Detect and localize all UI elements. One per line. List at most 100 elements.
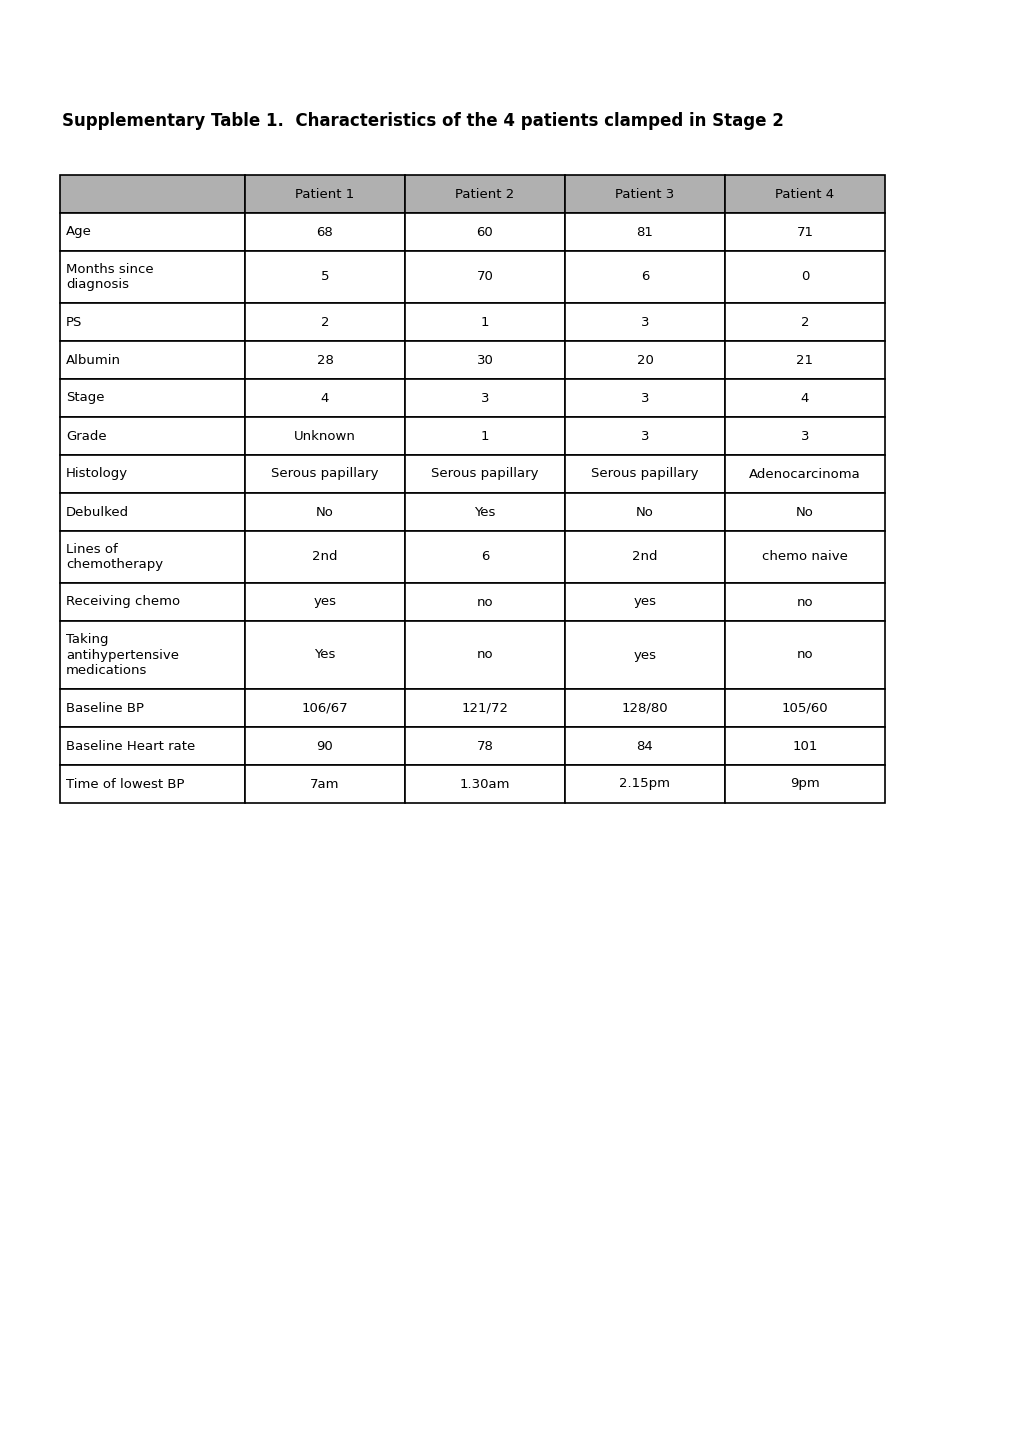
Bar (405, 212, 565, 251)
Text: 4: 4 (321, 392, 329, 405)
Text: 60: 60 (476, 225, 493, 238)
Text: 3: 3 (480, 392, 489, 405)
Text: 101: 101 (792, 740, 817, 753)
Text: 6: 6 (480, 551, 489, 564)
Text: 2.15pm: 2.15pm (619, 777, 669, 790)
Text: Debulked: Debulked (66, 506, 129, 519)
Bar (60, 251, 245, 303)
Text: No: No (316, 506, 333, 519)
Bar (405, 303, 565, 341)
Bar (725, 689, 884, 727)
Text: Histology: Histology (66, 468, 128, 481)
Bar (725, 455, 884, 493)
Bar (60, 582, 245, 621)
Bar (565, 689, 725, 727)
Bar (725, 493, 884, 530)
Bar (245, 251, 405, 303)
Text: 0: 0 (800, 270, 808, 283)
Bar (405, 175, 565, 212)
Bar (405, 341, 565, 379)
Bar (725, 303, 884, 341)
Bar (565, 379, 725, 418)
Text: 3: 3 (640, 392, 649, 405)
Text: No: No (636, 506, 653, 519)
Bar (725, 727, 884, 764)
Bar (60, 175, 245, 212)
Bar (405, 455, 565, 493)
Text: 20: 20 (636, 354, 653, 367)
Bar (60, 341, 245, 379)
Text: 28: 28 (316, 354, 333, 367)
Bar (405, 379, 565, 418)
Bar (60, 764, 245, 803)
Text: 2: 2 (800, 315, 808, 328)
Bar (245, 689, 405, 727)
Text: Unknown: Unknown (293, 429, 356, 442)
Text: 1.30am: 1.30am (460, 777, 510, 790)
Text: Patient 2: Patient 2 (454, 188, 515, 201)
Bar (565, 175, 725, 212)
Text: 84: 84 (636, 740, 653, 753)
Bar (60, 212, 245, 251)
Bar (725, 251, 884, 303)
Bar (565, 251, 725, 303)
Text: Serous papillary: Serous papillary (591, 468, 698, 481)
Text: yes: yes (633, 595, 656, 608)
Text: Supplementary Table 1.  Characteristics of the 4 patients clamped in Stage 2: Supplementary Table 1. Characteristics o… (62, 113, 784, 130)
Text: Adenocarcinoma: Adenocarcinoma (748, 468, 860, 481)
Bar (565, 530, 725, 582)
Bar (60, 303, 245, 341)
Text: 30: 30 (476, 354, 493, 367)
Bar (725, 418, 884, 455)
Bar (405, 727, 565, 764)
Text: chemo naive: chemo naive (761, 551, 847, 564)
Text: 3: 3 (800, 429, 808, 442)
Text: Receiving chemo: Receiving chemo (66, 595, 180, 608)
Text: 4: 4 (800, 392, 808, 405)
Bar (405, 530, 565, 582)
Text: 68: 68 (316, 225, 333, 238)
Text: 121/72: 121/72 (461, 701, 508, 714)
Text: no: no (476, 649, 493, 662)
Bar (60, 621, 245, 689)
Bar (60, 493, 245, 530)
Bar (565, 455, 725, 493)
Text: Time of lowest BP: Time of lowest BP (66, 777, 184, 790)
Text: 71: 71 (796, 225, 813, 238)
Bar (565, 582, 725, 621)
Bar (245, 212, 405, 251)
Text: 2nd: 2nd (312, 551, 337, 564)
Text: Albumin: Albumin (66, 354, 121, 367)
Bar (725, 621, 884, 689)
Text: yes: yes (313, 595, 336, 608)
Bar (565, 303, 725, 341)
Text: Baseline BP: Baseline BP (66, 701, 144, 714)
Bar (405, 418, 565, 455)
Text: no: no (796, 649, 812, 662)
Bar (60, 689, 245, 727)
Text: no: no (476, 595, 493, 608)
Bar (245, 764, 405, 803)
Text: Baseline Heart rate: Baseline Heart rate (66, 740, 195, 753)
Bar (60, 418, 245, 455)
Text: 21: 21 (796, 354, 813, 367)
Text: 7am: 7am (310, 777, 339, 790)
Text: 6: 6 (640, 270, 648, 283)
Text: 1: 1 (480, 315, 489, 328)
Bar (725, 582, 884, 621)
Bar (565, 212, 725, 251)
Bar (60, 530, 245, 582)
Text: 70: 70 (476, 270, 493, 283)
Text: Patient 1: Patient 1 (296, 188, 355, 201)
Text: 128/80: 128/80 (621, 701, 667, 714)
Bar (60, 455, 245, 493)
Bar (565, 621, 725, 689)
Text: 3: 3 (640, 429, 649, 442)
Bar (565, 418, 725, 455)
Bar (245, 379, 405, 418)
Text: Yes: Yes (474, 506, 495, 519)
Text: 3: 3 (640, 315, 649, 328)
Bar (245, 493, 405, 530)
Text: 90: 90 (316, 740, 333, 753)
Bar (245, 582, 405, 621)
